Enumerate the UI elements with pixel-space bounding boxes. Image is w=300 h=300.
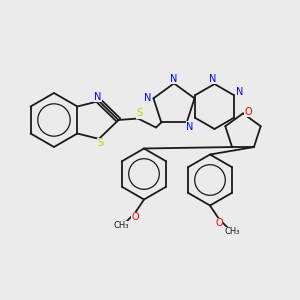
Text: N: N (94, 92, 101, 102)
Text: N: N (186, 122, 194, 132)
Text: S: S (136, 108, 142, 118)
Text: O: O (131, 212, 139, 223)
Text: CH₃: CH₃ (114, 221, 129, 230)
Text: N: N (209, 74, 217, 84)
Text: O: O (215, 218, 223, 229)
Text: O: O (244, 107, 252, 117)
Text: N: N (144, 93, 152, 103)
Text: N: N (170, 74, 178, 84)
Text: S: S (98, 138, 103, 148)
Text: N: N (236, 87, 243, 97)
Text: CH₃: CH₃ (225, 227, 240, 236)
